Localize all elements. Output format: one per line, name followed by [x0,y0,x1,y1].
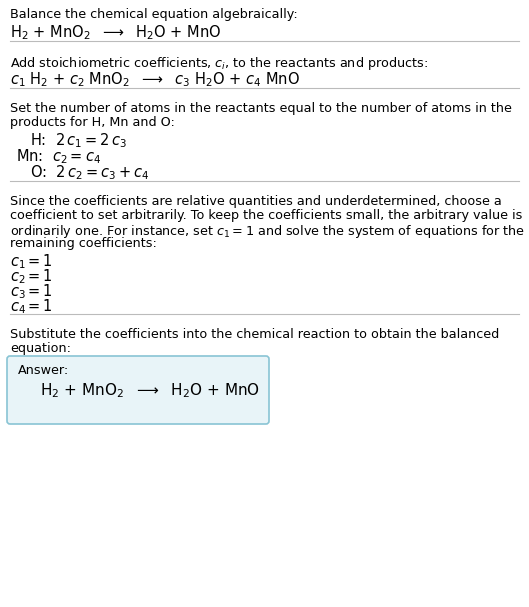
Text: $\mathregular{H_2}$ + $\mathregular{MnO_2}$  $\longrightarrow$  $\mathregular{H_: $\mathregular{H_2}$ + $\mathregular{MnO_… [40,381,260,399]
Text: products for H, Mn and O:: products for H, Mn and O: [10,116,175,129]
Text: $\mathit{c_{3}} = 1$: $\mathit{c_{3}} = 1$ [10,282,53,300]
Text: ordinarily one. For instance, set $\mathit{c_1} = 1$ and solve the system of equ: ordinarily one. For instance, set $\math… [10,223,525,240]
Text: H:  $2\,\mathit{c_1} = 2\,\mathit{c_3}$: H: $2\,\mathit{c_1} = 2\,\mathit{c_3}$ [30,131,127,150]
Text: coefficient to set arbitrarily. To keep the coefficients small, the arbitrary va: coefficient to set arbitrarily. To keep … [10,209,522,222]
Text: Set the number of atoms in the reactants equal to the number of atoms in the: Set the number of atoms in the reactants… [10,102,512,115]
Text: Substitute the coefficients into the chemical reaction to obtain the balanced: Substitute the coefficients into the che… [10,328,499,341]
Text: equation:: equation: [10,342,71,355]
Text: remaining coefficients:: remaining coefficients: [10,237,157,250]
Text: $\mathregular{H_2}$ + $\mathregular{MnO_2}$  $\longrightarrow$  $\mathregular{H_: $\mathregular{H_2}$ + $\mathregular{MnO_… [10,23,221,42]
Text: O:  $2\,\mathit{c_2} = \mathit{c_3} + \mathit{c_4}$: O: $2\,\mathit{c_2} = \mathit{c_3} + \ma… [30,163,149,181]
Text: $\mathit{c_1}$ $\mathregular{H_2}$ + $\mathit{c_2}$ $\mathregular{MnO_2}$  $\lon: $\mathit{c_1}$ $\mathregular{H_2}$ + $\m… [10,70,300,89]
Text: Balance the chemical equation algebraically:: Balance the chemical equation algebraica… [10,8,298,21]
Text: $\mathit{c_{1}} = 1$: $\mathit{c_{1}} = 1$ [10,252,53,271]
Text: Mn:  $\mathit{c_2} = \mathit{c_4}$: Mn: $\mathit{c_2} = \mathit{c_4}$ [16,147,101,166]
Text: Since the coefficients are relative quantities and underdetermined, choose a: Since the coefficients are relative quan… [10,195,501,208]
Text: $\mathit{c_{4}} = 1$: $\mathit{c_{4}} = 1$ [10,297,53,316]
Text: $\mathit{c_{2}} = 1$: $\mathit{c_{2}} = 1$ [10,267,53,286]
Text: Add stoichiometric coefficients, $\mathit{c_i}$, to the reactants and products:: Add stoichiometric coefficients, $\mathi… [10,55,428,72]
Text: Answer:: Answer: [18,364,69,377]
FancyBboxPatch shape [7,356,269,424]
